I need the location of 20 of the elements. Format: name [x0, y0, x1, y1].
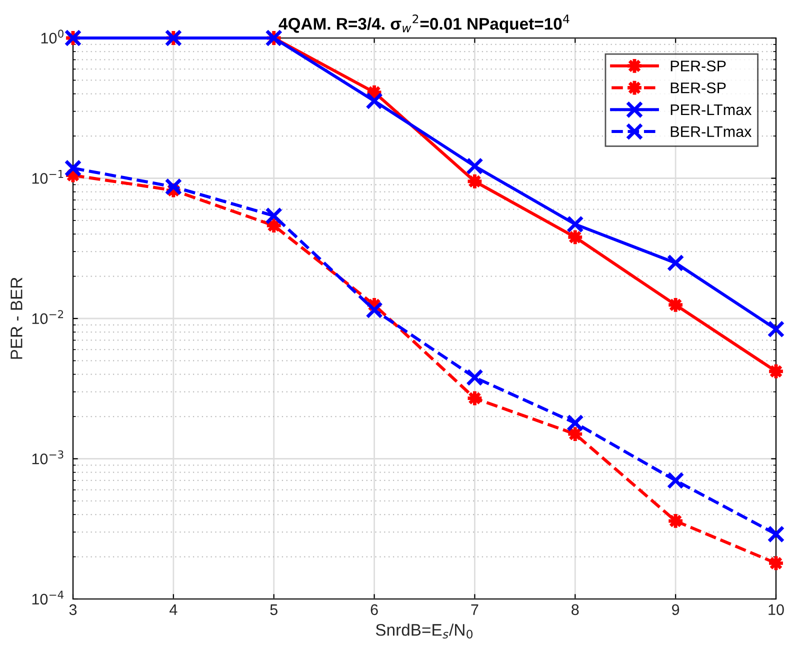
chart-title: 4QAM. R=3/4. σ$_{w}$$^{2}$=0.01 NPaquet=10$^{4}$ — [278, 14, 570, 33]
x-tick-label: 6 — [370, 604, 378, 616]
y-axis-title: PER - BER — [10, 278, 22, 359]
legend-label: BER-LTmax — [670, 126, 752, 138]
y-tick-label: 10$^{−4}$ — [32, 590, 64, 605]
y-tick-label: 10$^{0}$ — [41, 30, 64, 44]
x-tick-label: 9 — [672, 604, 680, 616]
x-tick-label: 8 — [572, 604, 579, 616]
legend-label: PER-LTmax — [670, 104, 752, 116]
y-tick-label: 10$^{−1}$ — [32, 170, 64, 184]
legend-label: BER-SP — [670, 82, 726, 94]
x-tick-label: 3 — [69, 604, 77, 616]
y-tick-label: 10$^{−2}$ — [32, 310, 64, 324]
x-tick-label: 10 — [768, 604, 784, 616]
x-tick-label: 5 — [270, 604, 278, 616]
x-axis-title: SnrdB=E$_{s}$/N$_{0}$ — [376, 624, 473, 639]
legend-label: PER-SP — [670, 60, 726, 72]
x-tick-label: 4 — [170, 604, 178, 615]
x-tick-label: 7 — [471, 604, 478, 615]
y-tick-label: 10$^{−3}$ — [32, 450, 64, 464]
